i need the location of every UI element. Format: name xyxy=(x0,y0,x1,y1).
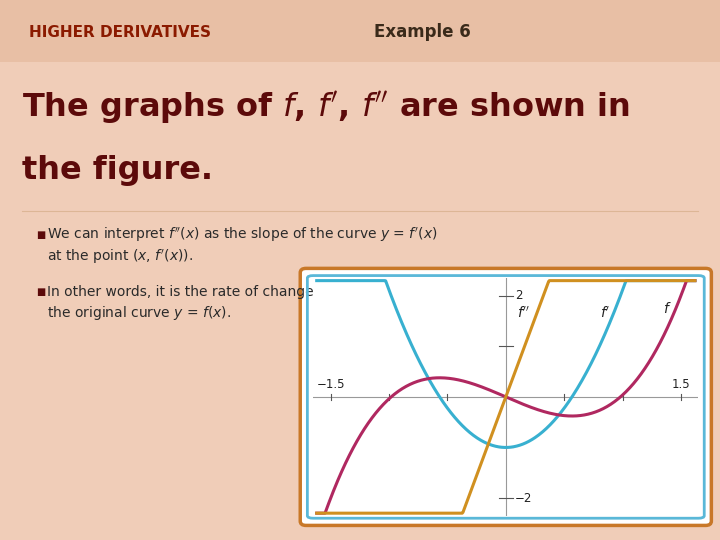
Text: 2: 2 xyxy=(515,289,523,302)
Text: −2: −2 xyxy=(515,491,533,504)
Text: In other words, it is the rate of change of the slope of: In other words, it is the rate of change… xyxy=(47,285,418,299)
Text: ■: ■ xyxy=(36,230,45,240)
FancyBboxPatch shape xyxy=(300,268,711,525)
Text: $f$: $f$ xyxy=(662,301,671,316)
Text: $f''$: $f''$ xyxy=(517,306,530,321)
Text: HIGHER DERIVATIVES: HIGHER DERIVATIVES xyxy=(29,25,211,40)
Text: We can interpret $\mathit{f^{\prime\prime}}$($\mathit{x}$) as the slope of the c: We can interpret $\mathit{f^{\prime\prim… xyxy=(47,226,438,244)
Text: the figure.: the figure. xyxy=(22,154,212,186)
Text: the original curve $\mathit{y}$ = $\mathit{f}$($\mathit{x}$).: the original curve $\mathit{y}$ = $\math… xyxy=(47,304,231,322)
Text: The graphs of $\mathit{f}$, $\mathit{f^{\prime}}$, $\mathit{f^{\prime\prime}}$ a: The graphs of $\mathit{f}$, $\mathit{f^{… xyxy=(22,90,629,126)
Text: at the point ($\mathit{x}$, $\mathit{f^{\prime}}$($\mathit{x}$)).: at the point ($\mathit{x}$, $\mathit{f^{… xyxy=(47,247,193,266)
Text: 1.5: 1.5 xyxy=(672,378,690,391)
FancyBboxPatch shape xyxy=(0,0,720,62)
Text: Example 6: Example 6 xyxy=(374,23,471,42)
Text: $f'$: $f'$ xyxy=(600,306,611,321)
Text: −1.5: −1.5 xyxy=(317,378,345,391)
Text: ■: ■ xyxy=(36,287,45,296)
